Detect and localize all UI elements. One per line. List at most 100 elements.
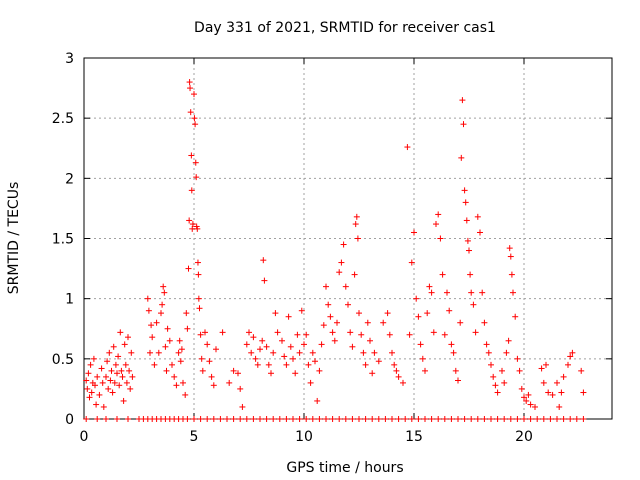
data-point [92,382,98,389]
data-point [213,346,219,353]
data-point [437,235,444,242]
data-point [129,373,136,380]
data-point [163,367,170,374]
data-point [210,416,217,422]
data-point [567,353,574,360]
data-point [119,373,126,380]
data-point [285,313,292,320]
data-point [162,343,169,350]
data-point [415,416,422,422]
data-point [283,416,290,422]
data-point [114,370,120,377]
data-point [235,370,241,377]
data-point [540,416,547,422]
data-point [565,361,571,368]
data-point [106,349,113,356]
data-point [558,389,565,396]
data-point [161,289,168,296]
data-point [375,416,382,422]
data-point [219,329,226,336]
data-point [177,358,184,365]
data-point [117,329,124,336]
data-point [349,343,356,350]
data-point [371,349,378,356]
data-point [428,416,435,422]
data-point [257,346,263,353]
data-point [120,397,127,404]
data-point [314,397,321,404]
data-point [468,289,475,296]
y-tick-label: 0 [65,412,74,428]
data-point [384,310,391,317]
data-point [173,382,180,389]
data-point [320,322,327,329]
data-point [430,329,437,336]
data-point [556,403,563,410]
data-point [153,319,160,326]
y-tick-label: 0.5 [52,352,74,368]
data-point [239,403,246,410]
data-point [195,271,202,278]
data-point [187,109,194,116]
data-point [193,174,200,181]
data-point [516,367,523,374]
data-point [358,331,365,338]
data-point [230,367,237,374]
data-point [197,331,204,338]
data-point [268,370,274,377]
data-point [116,382,123,389]
data-point [389,349,395,356]
data-point [191,91,197,98]
data-point [342,283,349,290]
data-point [149,334,156,341]
data-point [189,225,196,232]
data-point [281,353,288,360]
data-point [178,346,185,353]
data-point [259,337,266,344]
data-point [411,229,417,236]
data-point [494,416,501,422]
data-point [467,271,474,278]
data-point [472,329,479,336]
x-axis-label: GPS time / hours [286,460,403,476]
data-point [521,394,527,401]
data-point [180,379,186,386]
data-point [290,355,296,362]
data-point [109,389,116,396]
data-point [250,416,257,422]
data-point [186,79,193,86]
data-point [439,271,446,278]
data-point [263,343,270,350]
data-point [540,379,547,386]
data-point [351,271,358,278]
data-point [494,389,501,396]
data-point [125,334,131,341]
data-point [404,144,411,151]
data-point [329,329,336,336]
data-point [547,416,554,422]
data-point [127,385,134,392]
data-point [108,367,115,374]
data-point [100,403,107,410]
data-point [534,416,541,422]
data-point [479,289,486,296]
data-point [345,301,351,308]
data-point [518,385,525,392]
data-point [508,271,515,278]
data-point [303,331,310,338]
data-point [336,416,343,422]
data-point [189,221,196,228]
data-point [408,259,415,266]
data-point [184,325,191,332]
data-point [554,379,560,386]
data-point [560,416,567,422]
data-point [169,361,175,368]
data-point [521,416,527,422]
data-point [338,259,345,266]
data-point [194,225,201,232]
data-point [243,416,250,422]
data-point [151,361,158,368]
data-point [290,416,296,422]
data-point [569,349,576,356]
data-point [188,152,195,159]
